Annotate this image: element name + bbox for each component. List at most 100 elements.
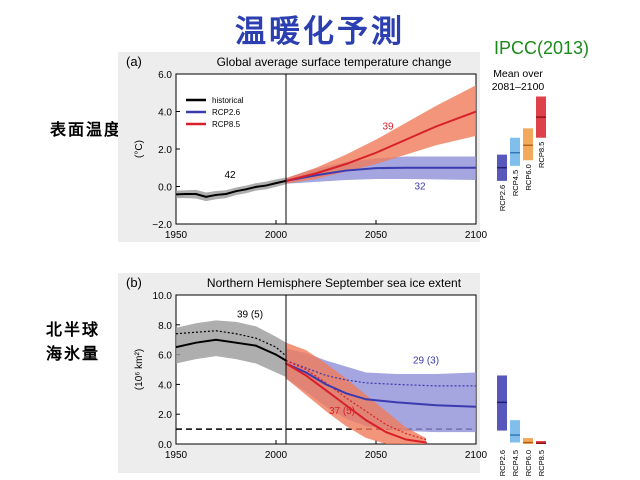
point-rcp85	[315, 172, 317, 175]
point-rcp26	[475, 166, 476, 169]
mean-bar-label: RCP8.5	[537, 142, 546, 168]
x-tick-label: 2000	[265, 230, 288, 241]
chart-panel-temp: (a) Global average surface temperature ch…	[118, 52, 546, 242]
x-tick-label: 2100	[465, 230, 488, 241]
legend-label: RCP8.5	[212, 120, 241, 129]
line-rcp85	[285, 362, 427, 444]
mean-bar-label: RCP4.5	[511, 170, 520, 196]
line-rcp26	[285, 362, 476, 408]
y-tick-label: 6.0	[158, 351, 172, 362]
point-historical	[215, 194, 217, 196]
point-rcp85	[305, 374, 307, 377]
point-rcp85	[365, 419, 367, 422]
point-rcp26	[435, 166, 437, 169]
mean-bar-rcp45	[510, 137, 520, 166]
label-surface-temperature: 表面温度	[50, 120, 123, 139]
mean-bar-label: RCP2.6	[498, 185, 507, 211]
mean-bar-rcp45	[510, 420, 520, 443]
x-tick-label: 1950	[165, 230, 188, 241]
point-rcp26	[405, 166, 407, 169]
panel-label: (b)	[126, 275, 142, 290]
point-rcp85	[435, 125, 437, 128]
point-rcp85	[405, 138, 407, 141]
slide-title: 温暖化予測	[235, 14, 405, 50]
point-historical	[185, 193, 187, 195]
y-axis-label: (10⁶ km²)	[134, 349, 145, 390]
annotation-label: 37 (5)	[329, 406, 355, 417]
point-rcp26	[435, 404, 437, 407]
mean-bar-label: RCP6.0	[524, 450, 533, 476]
band-rcp26	[286, 156, 476, 184]
band-rcp85	[286, 342, 426, 444]
point-historical	[265, 184, 267, 187]
point-historical	[225, 193, 227, 195]
point-rcp26	[475, 405, 476, 408]
point-historical	[205, 195, 207, 198]
x-tick-label: 2100	[465, 450, 488, 461]
label-sea-ice: 北半球 海氷量	[46, 318, 100, 366]
mean-bar-label: RCP4.5	[511, 450, 520, 476]
source-label: IPCC(2013)	[494, 38, 590, 58]
band-historical	[176, 320, 286, 377]
mean-bar-rcp60	[523, 128, 533, 161]
x-tick-label: 2050	[365, 230, 388, 241]
mean-bar-rcp26	[497, 375, 507, 431]
point-rcp26	[365, 398, 367, 401]
label-sea-ice-line2: 海氷量	[46, 344, 101, 363]
point-rcp85	[405, 438, 407, 441]
y-tick-label: 6.0	[158, 70, 172, 81]
y-tick-label: 8.0	[158, 321, 172, 332]
mean-over-title: Mean over	[493, 68, 543, 80]
point-historical	[176, 193, 177, 196]
line-historical	[176, 179, 287, 198]
label-sea-ice-line1: 北半球	[46, 320, 101, 339]
plot-content	[176, 320, 476, 444]
chart-title: Northern Hemisphere September sea ice ex…	[207, 276, 462, 290]
mean-bar-rcp60	[523, 438, 533, 444]
point-rcp85	[425, 441, 427, 444]
point-historical	[176, 346, 177, 349]
y-tick-label: 2.0	[158, 410, 172, 421]
point-rcp26	[345, 169, 347, 172]
point-historical	[245, 188, 247, 191]
y-tick-label: 0.0	[158, 440, 172, 451]
legend-label: historical	[212, 96, 244, 105]
y-tick-label: 0.0	[158, 183, 172, 194]
mean-bar-label: RCP6.0	[524, 164, 533, 190]
panel-label: (a)	[126, 54, 142, 69]
point-historical	[275, 182, 277, 185]
point-rcp85	[375, 151, 377, 154]
dotted-line-historical	[176, 330, 287, 357]
mean-bar-rcp85	[536, 441, 546, 444]
y-tick-label: 2.0	[158, 145, 172, 156]
point-historical	[255, 185, 257, 188]
x-tick-label: 2050	[365, 450, 388, 461]
point-rcp26	[325, 383, 327, 386]
point-historical	[255, 344, 257, 347]
point-rcp26	[395, 401, 397, 404]
dotted-line-rcp26	[285, 359, 476, 387]
plot-content	[176, 85, 476, 202]
annotation-label: 29 (3)	[413, 356, 439, 367]
legend-label: RCP2.6	[212, 108, 241, 117]
x-tick-label: 2000	[265, 450, 288, 461]
y-tick-label: −2.0	[152, 220, 172, 231]
mean-bar-label: RCP2.6	[498, 450, 507, 476]
y-tick-label: 10.0	[153, 291, 173, 302]
point-historical	[195, 341, 197, 344]
annotation-label: 39	[382, 121, 394, 132]
point-rcp26	[305, 371, 307, 374]
point-rcp85	[325, 389, 327, 392]
annotation-label: 39 (5)	[237, 309, 263, 320]
dotted-line-rcp85	[285, 360, 427, 441]
y-tick-label: 4.0	[158, 380, 172, 391]
point-historical	[275, 353, 277, 356]
point-rcp85	[385, 431, 387, 433]
chart-title: Global average surface temperature chang…	[217, 55, 452, 69]
y-tick-label: 4.0	[158, 108, 172, 119]
point-rcp26	[375, 167, 377, 170]
point-rcp26	[345, 392, 347, 395]
annotation-label: 42	[224, 170, 236, 181]
plot-area	[175, 73, 477, 225]
